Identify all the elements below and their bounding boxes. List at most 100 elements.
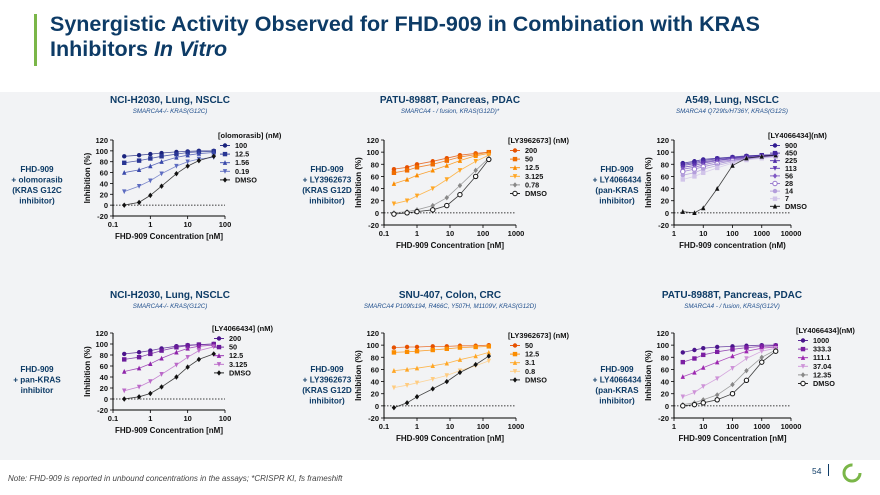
data-point (196, 356, 202, 363)
data-point (701, 205, 706, 211)
data-point (457, 191, 463, 198)
legend-label: 50 (525, 155, 533, 164)
legend-swatch-marker (512, 165, 518, 170)
x-tick-label: 100 (477, 229, 490, 238)
data-point (185, 150, 190, 155)
data-point (473, 167, 478, 174)
data-point (148, 348, 153, 353)
x-axis-label: FHD-909 concentration (nM) (679, 241, 786, 250)
series-50 (391, 149, 492, 175)
legend-label: 200 (229, 334, 241, 343)
y-axis-label: Inhibition (%) (644, 157, 653, 208)
legend-label: 37.04 (813, 362, 832, 371)
data-point (729, 391, 736, 397)
legend-label: 12.35 (813, 370, 831, 379)
legend-swatch-marker (216, 353, 222, 358)
chart-3: A549, Lung, NSCLC SMARCA4 Q729fs/H736Y, K… (593, 95, 828, 250)
data-point (730, 381, 735, 388)
legend-swatch-marker (800, 364, 806, 369)
side-label-line: + LY4066434 (593, 376, 642, 385)
data-point (148, 156, 153, 161)
side-label-line: + LY4066434 (593, 176, 642, 185)
data-point (744, 345, 749, 350)
legend-label: 3.1 (525, 358, 535, 367)
data-point (486, 152, 492, 158)
data-point (391, 350, 397, 355)
data-point (701, 170, 706, 175)
y-axis-label: Inhibition (%) (83, 152, 92, 203)
legend-label: 3.125 (525, 172, 543, 181)
y-axis-label: Inhibition (%) (354, 350, 363, 401)
legend-swatch-marker (772, 158, 778, 163)
data-point (457, 158, 463, 163)
y-tick-label: 20 (100, 190, 108, 199)
y-tick-label: 40 (100, 373, 108, 382)
data-point (430, 386, 435, 392)
data-point (174, 374, 179, 380)
side-label-line: inhibitor) (19, 197, 55, 206)
data-point (174, 170, 179, 177)
data-point (391, 345, 397, 350)
data-point (744, 356, 749, 362)
x-tick-label: 0.1 (108, 220, 118, 229)
data-point (122, 368, 127, 374)
data-point (391, 385, 397, 391)
y-tick-label: 0 (375, 402, 379, 411)
series-dmso (122, 153, 216, 208)
x-tick-label: 1 (148, 414, 152, 423)
data-point (122, 351, 127, 357)
legend-label: 14 (785, 187, 794, 196)
data-point (136, 384, 142, 390)
series-line (124, 157, 214, 192)
data-point (211, 344, 216, 350)
legend-label: 333.3 (813, 345, 831, 354)
y-tick-label: 0 (375, 209, 379, 218)
x-tick-label: 1 (415, 422, 419, 431)
data-point (486, 349, 492, 355)
data-point (486, 358, 492, 364)
data-point (472, 173, 479, 180)
data-point (122, 189, 127, 195)
legend-title: [LY4066434] (nM) (212, 324, 273, 333)
title-line-2: Inhibitors In Vitro (50, 37, 850, 62)
x-tick-label: 10 (699, 229, 707, 238)
data-point (715, 359, 720, 365)
series-3-125 (122, 344, 216, 394)
data-point (701, 365, 706, 370)
data-point (414, 394, 420, 400)
data-point (122, 160, 127, 165)
data-point (185, 345, 190, 351)
x-tick-label: 1000 (508, 229, 525, 238)
data-point (185, 364, 190, 370)
x-tick-label: 100 (219, 220, 232, 229)
data-point (680, 359, 686, 365)
data-point (743, 377, 750, 384)
data-point (680, 177, 686, 182)
legend-label: DMSO (785, 202, 807, 211)
y-tick-label: 100 (366, 148, 379, 157)
legend-swatch-marker (512, 343, 518, 348)
y-tick-label: -20 (368, 221, 379, 230)
series-line (393, 360, 489, 388)
x-tick-label: 1000 (508, 422, 525, 431)
x-tick-label: 100 (477, 422, 490, 431)
x-axis-label: FHD-909 Concentration [nM] (396, 434, 504, 443)
y-tick-label: 80 (661, 353, 669, 362)
data-point (136, 365, 142, 371)
side-label-line: FHD-909 (310, 165, 344, 174)
side-label-line: (pan-KRAS (595, 186, 639, 195)
data-point (148, 163, 153, 169)
y-tick-label: 120 (95, 329, 108, 338)
legend-swatch-marker (800, 338, 806, 343)
page-number-divider (828, 464, 829, 476)
side-label-line: FHD-909 (600, 365, 634, 374)
data-point (159, 372, 164, 377)
data-point (430, 207, 436, 213)
data-point (404, 198, 410, 204)
series-37-04 (680, 345, 778, 400)
data-point (196, 150, 202, 156)
side-label-line: + LY3962673 (303, 376, 352, 385)
data-point (680, 173, 686, 178)
data-point (185, 163, 190, 169)
data-point (715, 185, 720, 191)
